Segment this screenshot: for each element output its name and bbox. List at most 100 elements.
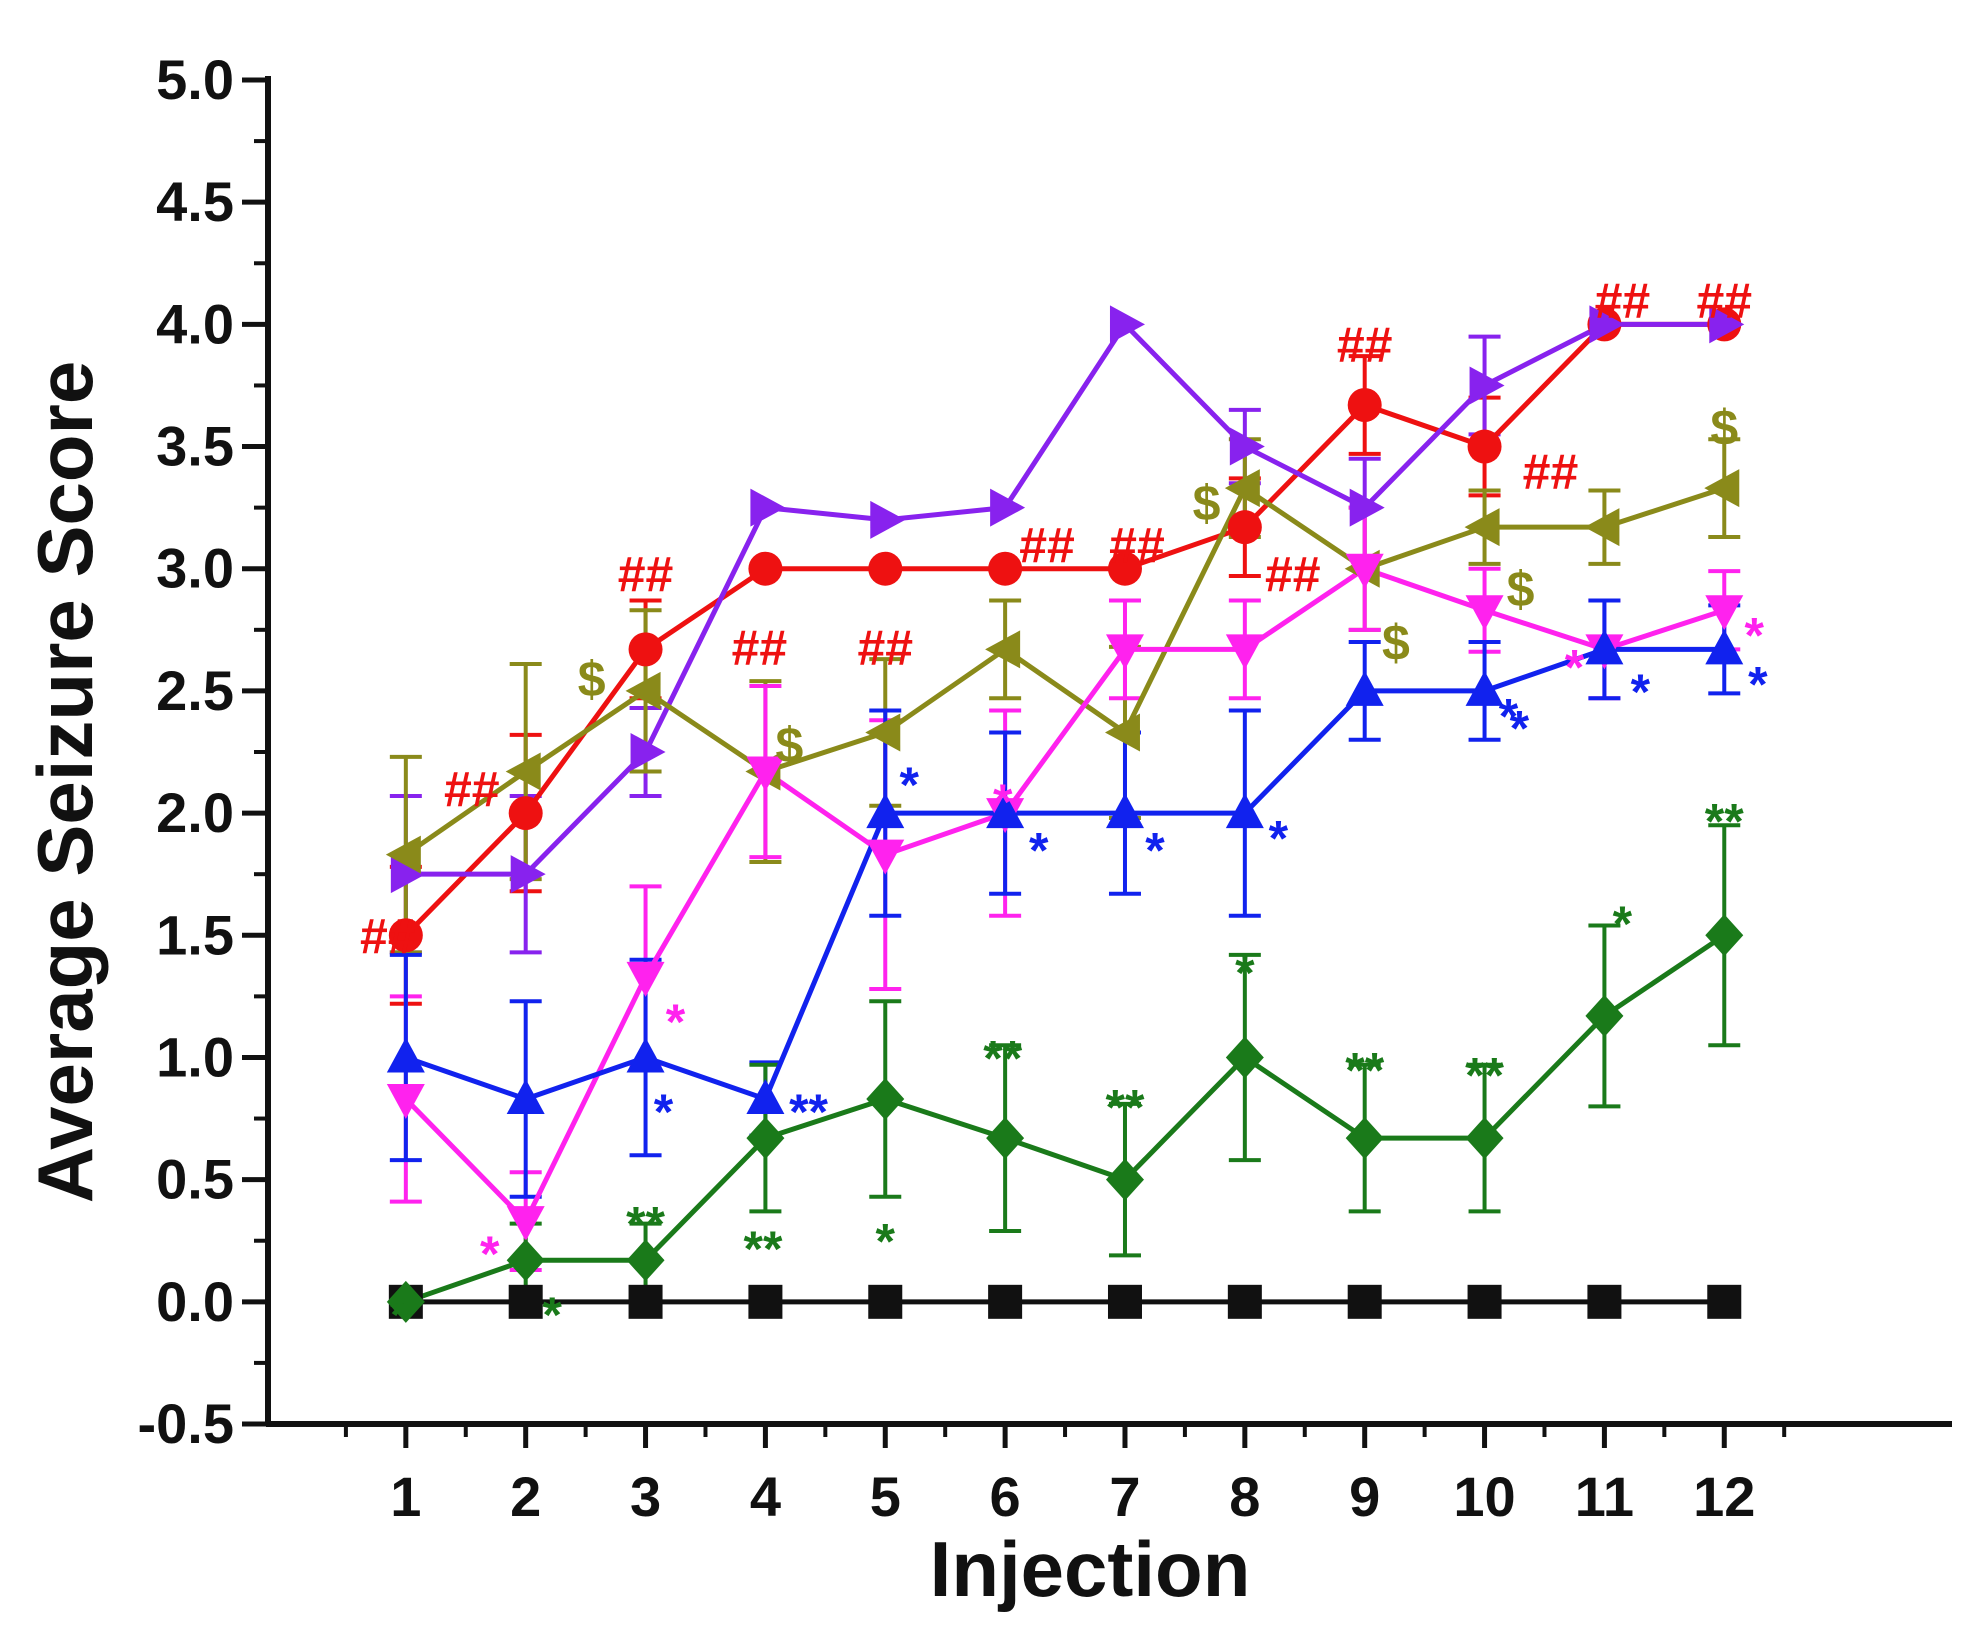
significance-mark: ** bbox=[983, 1030, 1022, 1086]
data-point-olive bbox=[1104, 713, 1140, 752]
significance-mark: ## bbox=[1595, 273, 1651, 329]
series-line-olive bbox=[404, 485, 1726, 857]
data-point-purple bbox=[870, 500, 906, 539]
data-point-purple bbox=[990, 488, 1026, 527]
data-point-magenta bbox=[386, 1083, 425, 1119]
y-tick-label: 4.5 bbox=[156, 170, 234, 233]
data-point-red bbox=[388, 918, 423, 953]
data-point-purple bbox=[1229, 427, 1265, 466]
data-point-black bbox=[1707, 1284, 1742, 1319]
significance-mark: ## bbox=[857, 620, 913, 676]
data-point-black bbox=[748, 1284, 783, 1319]
data-point-blue bbox=[1705, 629, 1744, 665]
significance-mark: * bbox=[542, 1287, 562, 1343]
series-line-purple bbox=[405, 321, 1725, 877]
y-axis-title: Average Seizure Score bbox=[21, 361, 109, 1204]
data-point-green bbox=[1225, 1036, 1264, 1079]
significance-mark: ## bbox=[1523, 444, 1579, 500]
x-axis-title: Injection bbox=[930, 1525, 1251, 1613]
data-point-olive bbox=[1584, 508, 1620, 547]
data-point-red bbox=[1347, 388, 1382, 423]
data-point-olive bbox=[1224, 469, 1260, 508]
significance-mark: $ bbox=[1193, 476, 1221, 532]
data-point-olive bbox=[625, 671, 661, 710]
data-point-black bbox=[1467, 1284, 1502, 1319]
significance-mark: * bbox=[876, 1214, 896, 1270]
series-lines bbox=[404, 321, 1726, 1305]
significance-mark: ** bbox=[1465, 1048, 1504, 1104]
data-point-blue bbox=[746, 1078, 785, 1114]
significance-mark: * bbox=[1510, 701, 1530, 757]
x-tick-label: 10 bbox=[1453, 1465, 1515, 1528]
significance-mark: * bbox=[654, 1084, 674, 1140]
data-point-blue bbox=[986, 793, 1025, 829]
y-tick-label: 2.5 bbox=[156, 659, 234, 722]
series-line-red bbox=[404, 321, 1725, 938]
data-point-purple bbox=[1709, 305, 1745, 344]
x-tick-label: 5 bbox=[870, 1465, 901, 1528]
data-point-black bbox=[1227, 1284, 1262, 1319]
data-point-red bbox=[1107, 551, 1142, 586]
significance-mark: ## bbox=[1337, 317, 1393, 373]
y-tick-label: 5.0 bbox=[156, 48, 234, 111]
x-tick-label: 8 bbox=[1229, 1465, 1260, 1528]
y-tick-label: 1.5 bbox=[156, 903, 234, 966]
data-point-green bbox=[986, 1117, 1025, 1160]
y-tick-label: -0.5 bbox=[138, 1392, 235, 1455]
data-point-red bbox=[1227, 510, 1262, 545]
significance-mark: ## bbox=[732, 620, 788, 676]
data-point-red bbox=[988, 551, 1023, 586]
data-point-red bbox=[508, 796, 543, 831]
significance-mark: * bbox=[1499, 688, 1519, 744]
significance-mark: ## bbox=[1109, 517, 1165, 573]
data-point-purple bbox=[750, 488, 786, 527]
data-point-olive bbox=[1464, 508, 1500, 547]
x-tick-label: 4 bbox=[750, 1465, 781, 1528]
data-point-blue bbox=[1585, 629, 1624, 665]
data-point-green bbox=[746, 1117, 785, 1160]
data-point-black bbox=[1347, 1284, 1382, 1319]
data-point-purple bbox=[1349, 488, 1385, 527]
data-point-blue bbox=[386, 1037, 425, 1073]
data-point-purple bbox=[1589, 305, 1625, 344]
data-point-black bbox=[508, 1284, 543, 1319]
data-point-purple bbox=[510, 855, 546, 894]
significance-mark: $ bbox=[775, 718, 803, 774]
data-point-purple bbox=[630, 733, 666, 771]
significance-mark: * bbox=[900, 757, 920, 813]
data-point-magenta bbox=[746, 756, 785, 792]
significance-mark: $ bbox=[1382, 615, 1410, 671]
x-tick-label: 7 bbox=[1109, 1465, 1140, 1528]
data-point-green bbox=[386, 1280, 425, 1323]
significance-mark: ** bbox=[1106, 1079, 1145, 1135]
data-point-purple bbox=[1109, 305, 1145, 344]
data-point-black bbox=[868, 1284, 903, 1319]
significance-mark: $ bbox=[1710, 400, 1738, 456]
significance-mark: ## bbox=[1265, 547, 1321, 603]
significance-mark: * bbox=[1565, 639, 1585, 695]
data-point-green bbox=[1345, 1117, 1384, 1160]
data-point-olive bbox=[865, 713, 901, 752]
data-point-magenta bbox=[1705, 595, 1744, 631]
significance-mark: ** bbox=[1705, 793, 1744, 849]
data-point-green bbox=[1585, 994, 1624, 1037]
data-point-magenta bbox=[1465, 595, 1504, 631]
data-point-green bbox=[506, 1239, 545, 1282]
x-tick-label: 2 bbox=[510, 1465, 541, 1528]
data-point-purple bbox=[390, 855, 426, 894]
data-point-green bbox=[626, 1239, 665, 1282]
data-point-magenta bbox=[866, 839, 905, 875]
series-markers bbox=[385, 305, 1745, 1323]
y-tick-label: 3.0 bbox=[156, 537, 234, 600]
data-point-blue bbox=[626, 1037, 665, 1073]
significance-mark: ## bbox=[1696, 273, 1752, 329]
data-point-olive bbox=[1704, 469, 1740, 508]
significance-mark: * bbox=[1235, 945, 1255, 1001]
data-point-black bbox=[628, 1284, 663, 1319]
significance-mark: * bbox=[993, 774, 1013, 830]
data-point-olive bbox=[385, 835, 421, 874]
data-point-magenta bbox=[1345, 553, 1384, 589]
x-tick-label: 9 bbox=[1349, 1465, 1380, 1528]
significance-annotations: ######## #### ########## ##$$$$$$****** ****… bbox=[360, 273, 1768, 1343]
data-point-black bbox=[988, 1284, 1023, 1319]
